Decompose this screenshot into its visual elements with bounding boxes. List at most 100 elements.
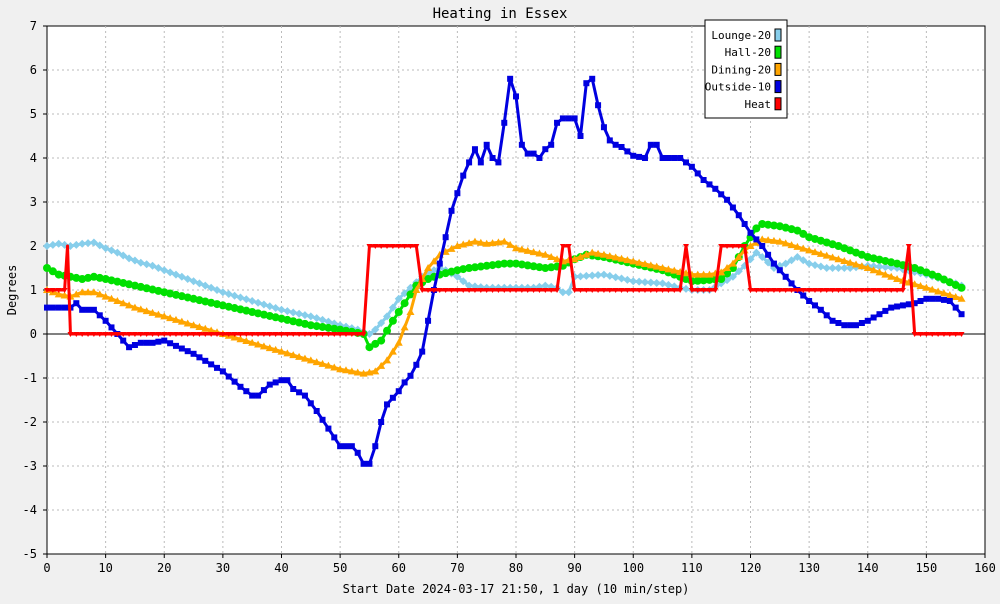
data-point <box>248 297 257 305</box>
data-point <box>324 317 333 326</box>
data-point <box>951 292 960 300</box>
data-point <box>325 425 332 432</box>
data-point <box>218 288 227 297</box>
data-point <box>699 276 708 285</box>
data-point <box>242 295 251 304</box>
data-point <box>699 270 708 278</box>
x-tick-label: 130 <box>798 561 820 575</box>
y-tick-label: 0 <box>30 327 37 341</box>
data-point <box>922 283 931 291</box>
legend-label: Outside-10 <box>705 81 771 94</box>
data-point <box>136 305 145 313</box>
data-point <box>594 271 603 280</box>
data-point <box>189 277 198 286</box>
data-point <box>588 271 597 280</box>
data-point <box>266 381 273 388</box>
data-point <box>524 288 531 293</box>
data-point <box>119 299 128 307</box>
data-point <box>460 172 467 179</box>
data-point <box>201 281 210 290</box>
data-point <box>301 332 308 337</box>
data-point <box>271 304 280 313</box>
data-point <box>406 308 415 315</box>
data-point <box>501 288 508 293</box>
legend-label: Dining-20 <box>711 63 771 76</box>
data-point <box>934 287 943 295</box>
data-point <box>688 288 695 293</box>
data-point <box>142 260 151 269</box>
data-point <box>401 379 408 386</box>
data-point <box>700 177 707 183</box>
data-point <box>600 288 607 293</box>
data-point <box>640 260 649 268</box>
data-point <box>759 288 766 293</box>
data-point <box>119 251 128 260</box>
data-point <box>945 291 954 299</box>
data-point <box>905 301 912 308</box>
data-point <box>869 266 878 274</box>
data-point <box>236 335 245 343</box>
data-point <box>618 288 625 293</box>
data-point <box>89 238 98 247</box>
data-point <box>342 443 349 450</box>
data-point <box>476 238 485 246</box>
data-point <box>95 290 104 298</box>
data-point <box>166 268 175 277</box>
data-point <box>407 372 414 379</box>
data-point <box>683 244 690 249</box>
data-point <box>858 320 865 326</box>
data-point <box>366 460 373 467</box>
series-layer <box>43 75 966 467</box>
data-point <box>729 204 736 211</box>
data-point <box>523 246 532 254</box>
data-point <box>577 133 584 139</box>
data-point <box>677 155 684 161</box>
data-point <box>371 367 380 375</box>
data-point <box>354 332 361 337</box>
data-point <box>847 288 854 293</box>
data-point <box>184 332 191 337</box>
data-point <box>214 332 221 337</box>
data-point <box>219 368 226 375</box>
data-point <box>154 264 163 272</box>
data-point <box>208 332 215 337</box>
data-point <box>829 317 836 324</box>
data-point <box>853 288 860 293</box>
data-point <box>611 273 620 282</box>
data-point <box>753 236 760 243</box>
data-point <box>787 241 796 249</box>
data-point <box>553 255 562 263</box>
data-point <box>72 240 81 249</box>
data-point <box>330 363 339 371</box>
data-point <box>394 338 403 346</box>
y-tick-label: 1 <box>30 283 37 297</box>
data-point <box>313 408 320 414</box>
data-point <box>489 288 496 293</box>
data-point <box>606 288 613 293</box>
data-point <box>735 244 742 249</box>
data-point <box>278 377 285 384</box>
data-point <box>828 264 837 272</box>
data-point <box>284 377 291 384</box>
data-point <box>78 288 87 296</box>
data-point <box>764 236 773 244</box>
data-point <box>564 288 573 297</box>
data-point <box>395 244 402 249</box>
data-point <box>536 155 543 161</box>
data-point <box>635 277 644 286</box>
data-point <box>161 332 168 337</box>
data-point <box>658 279 667 288</box>
data-point <box>243 388 250 395</box>
data-point <box>659 155 666 161</box>
data-point <box>793 253 802 261</box>
data-point <box>219 332 226 337</box>
data-point <box>857 262 866 270</box>
data-point <box>465 281 474 290</box>
data-point <box>331 332 338 337</box>
data-point <box>911 300 918 307</box>
series-dining-20 <box>43 235 966 377</box>
data-point <box>916 282 925 290</box>
data-point <box>864 288 871 293</box>
data-point <box>207 326 216 334</box>
